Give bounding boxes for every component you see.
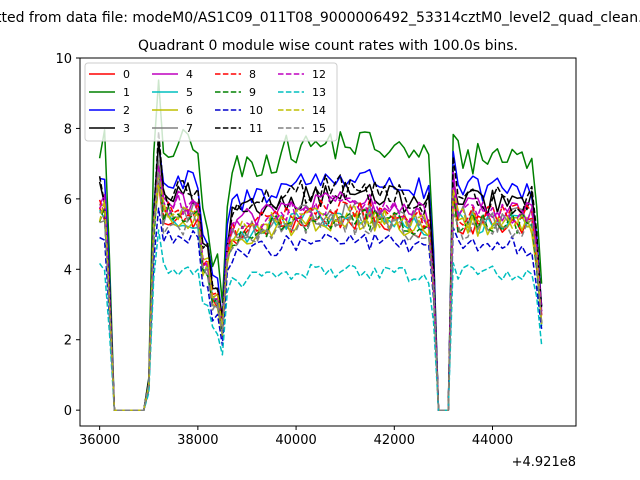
- y-tick-label: 2: [64, 334, 72, 349]
- legend-label-13: 13: [312, 86, 326, 99]
- series-line-3: [98, 140, 543, 411]
- series-line-8: [98, 171, 543, 411]
- x-tick-label: 42000: [374, 433, 415, 448]
- legend-label-10: 10: [249, 104, 263, 117]
- series-line-13: [98, 229, 543, 411]
- legend-label-11: 11: [249, 122, 263, 135]
- x-axis: 36000 38000 40000 42000 44000: [79, 426, 513, 448]
- legend-label-0: 0: [123, 68, 130, 81]
- legend-label-2: 2: [123, 104, 130, 117]
- legend-label-8: 8: [249, 68, 256, 81]
- y-axis: 0 2 4 6 8 10: [55, 52, 80, 419]
- series-line-10: [99, 207, 543, 411]
- x-tick-label: 44000: [472, 433, 513, 448]
- figure-suptitle: Plotted from data file: modeM0/AS1C09_01…: [0, 10, 640, 26]
- y-tick-label: 6: [64, 193, 72, 208]
- legend-label-9: 9: [249, 86, 256, 99]
- legend-label-14: 14: [312, 104, 326, 117]
- plot-frame: [79, 57, 577, 427]
- legend-label-5: 5: [186, 86, 193, 99]
- legend-label-12: 12: [312, 68, 326, 81]
- y-tick-label: 0: [64, 404, 72, 419]
- y-tick-label: 4: [64, 263, 72, 278]
- series-layer: [98, 79, 543, 411]
- series-line-7: [99, 159, 543, 411]
- x-offset-label: +4.921e8: [512, 455, 576, 470]
- legend-label-3: 3: [123, 122, 130, 135]
- series-line-1: [98, 79, 543, 411]
- series-line-14: [98, 172, 543, 411]
- chart-title: Quadrant 0 module wise count rates with …: [138, 38, 518, 54]
- x-tick-label: 40000: [275, 433, 316, 448]
- legend-label-6: 6: [186, 104, 193, 117]
- legend-label-1: 1: [123, 86, 130, 99]
- series-line-9: [98, 164, 543, 411]
- y-tick-label: 10: [55, 52, 72, 67]
- series-line-15: [99, 170, 543, 411]
- series-line-2: [99, 140, 543, 411]
- y-tick-label: 8: [64, 122, 72, 137]
- x-tick-label: 38000: [177, 433, 218, 448]
- series-line-11: [98, 130, 543, 411]
- x-tick-label: 36000: [79, 433, 120, 448]
- legend-frame: [84, 62, 338, 142]
- legend-label-4: 4: [186, 68, 193, 81]
- legend-label-7: 7: [186, 122, 193, 135]
- legend-label-15: 15: [312, 122, 326, 135]
- series-line-12: [98, 165, 543, 411]
